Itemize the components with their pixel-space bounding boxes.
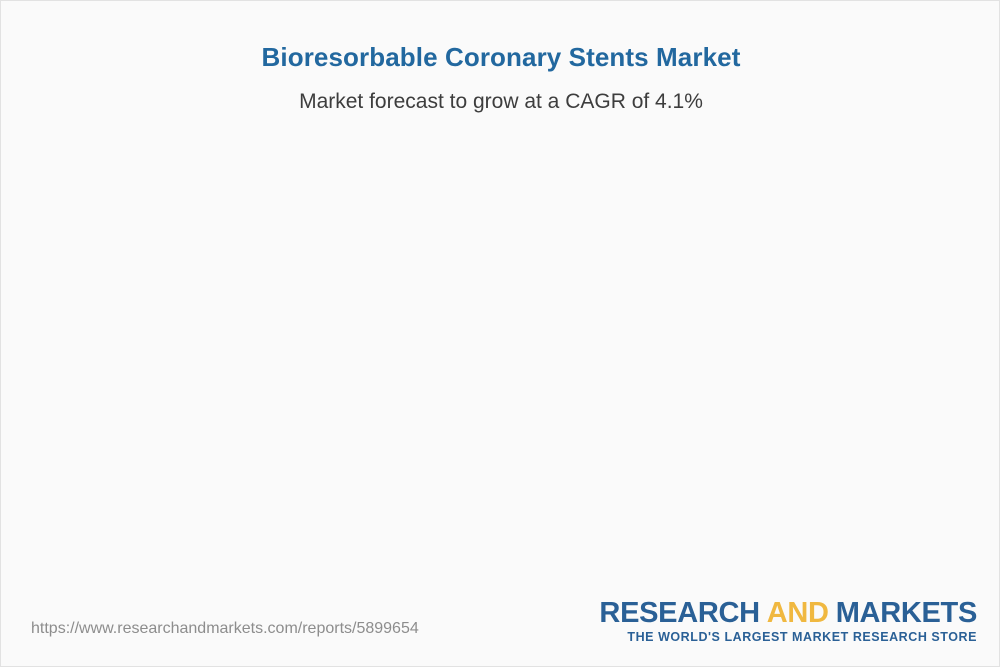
research-and-markets-logo[interactable]: RESEARCH AND MARKETS THE WORLD'S LARGEST M… xyxy=(599,596,978,644)
chart-subtitle: Market forecast to grow at a CAGR of 4.1… xyxy=(299,90,703,113)
logo-word-research: RESEARCH xyxy=(599,596,760,629)
logo-word-and: AND xyxy=(766,596,829,629)
page-title: Bioresorbable Coronary Stents Market xyxy=(261,42,741,72)
plot-area: USD 164.6 million 2024 USD 210.1 million xyxy=(1,1,999,601)
logo-wordmark: RESEARCH AND MARKETS xyxy=(599,596,978,629)
logo-tagline: THE WORLD'S LARGEST MARKET RESEARCH STOR… xyxy=(627,630,977,644)
report-url-link[interactable]: https://www.researchandmarkets.com/repor… xyxy=(31,620,419,637)
logo-word-markets: MARKETS xyxy=(835,596,978,629)
